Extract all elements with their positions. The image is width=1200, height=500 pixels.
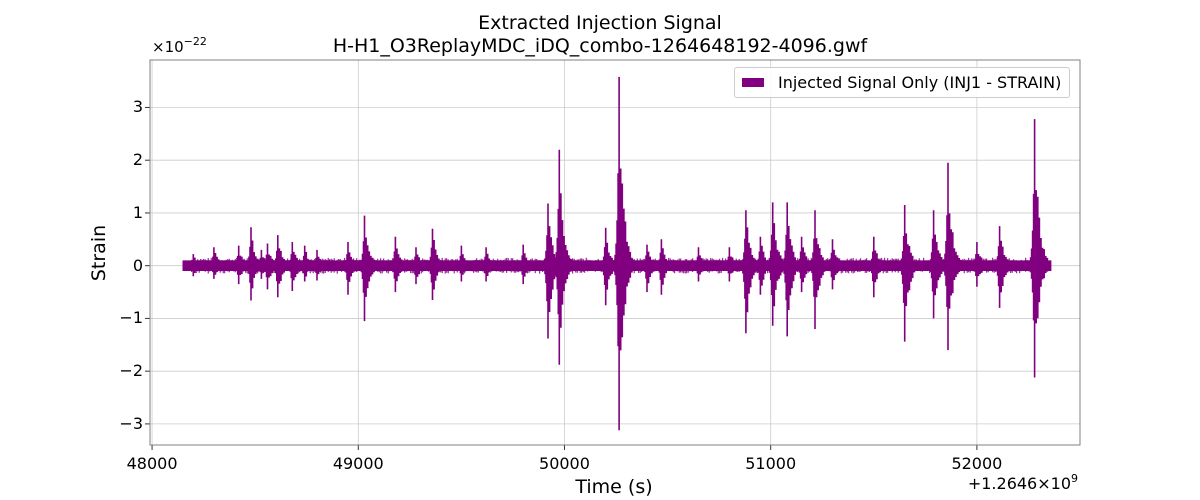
plot-background [150,60,1080,445]
y-tick-label: 0 [132,255,143,275]
glitch-spike [966,242,994,287]
y-tick-label: −2 [119,361,143,381]
x-axis-label: Time (s) [575,476,653,498]
y-tick-label: 2 [132,150,143,170]
glitch-spike [863,236,891,298]
glitch-spike [821,239,850,290]
x-offset-value: +1.2646 [967,474,1038,493]
x-offset-label: +1.2646×109 [967,472,1078,493]
x-tick-label: 48000 [126,454,178,473]
y-scale-prefix: ×10 [152,38,184,56]
glitch-spike [988,226,1017,308]
x-tick-label: 51000 [745,454,797,473]
x-tick-label: 49000 [332,454,384,473]
glitch-spike [182,254,211,277]
glitch-spike [353,215,382,322]
legend: Injected Signal Only (INJ1 - STRAIN) [734,67,1070,98]
glitch-spike [650,239,679,295]
y-scale-exponent: −22 [183,35,207,48]
glitch-spike [203,247,231,279]
glitch-spike [421,228,450,300]
y-tick-label: −3 [119,413,143,433]
glitch-spike [384,236,413,293]
legend-swatch [742,78,764,87]
legend-entry-label: Injected Signal Only (INJ1 - STRAIN) [778,73,1062,92]
x-tick-label: 50000 [539,454,590,473]
y-tick-label: 3 [132,97,143,117]
x-offset-exponent: 9 [1071,472,1078,485]
y-tick-label: −1 [119,308,143,328]
x-offset-times: ×10 [1037,474,1071,493]
chart-title: Extracted Injection Signal [478,12,722,34]
glitch-spike [893,205,922,342]
glitch-spike [512,244,540,285]
glitch-spike [687,247,716,282]
glitch-spike [475,247,503,282]
glitch-spike [548,149,577,365]
tick-marks [145,106,978,450]
x-tick-label: 52000 [951,454,1003,473]
glitch-spike [937,162,965,351]
glitch-spike [450,245,479,282]
y-scale-factor: ×10−22 [152,35,207,56]
glitch-spike [1023,119,1052,378]
glitch-spike [306,249,334,281]
series-strain [182,76,1052,431]
plot-frame [149,59,1081,446]
chart-subtitle: H-H1_O3ReplayMDC_iDQ_combo-1264648192-40… [332,35,868,57]
y-axis-label: Strain [88,224,110,282]
y-tick-label: 1 [132,202,143,222]
glitch-spike [608,76,636,431]
